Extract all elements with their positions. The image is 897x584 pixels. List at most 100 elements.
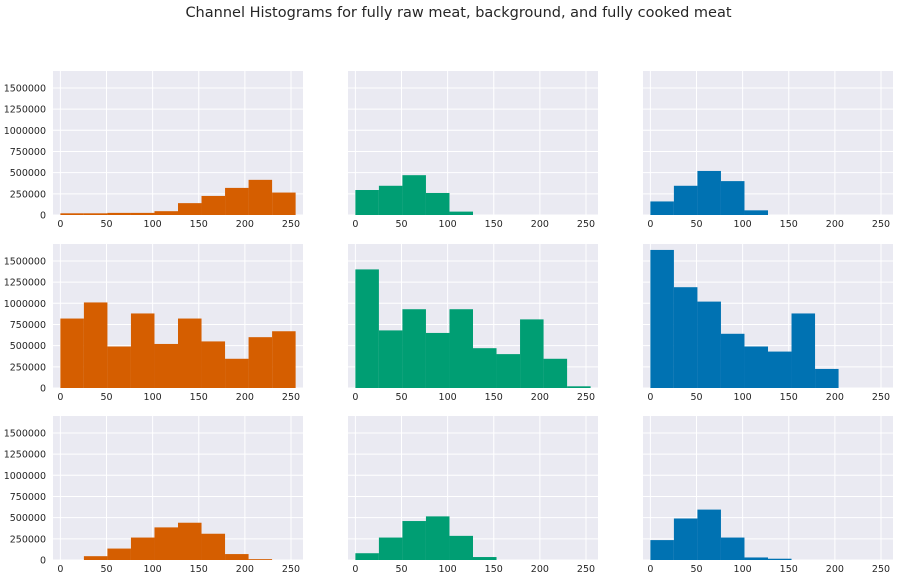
histogram-bar [178, 522, 202, 560]
histogram-bar [449, 309, 473, 388]
histogram-bar [650, 201, 674, 215]
x-tick-label: 100 [734, 219, 752, 230]
histogram-bar [355, 269, 379, 388]
histogram-bar [154, 343, 178, 388]
x-tick-label: 0 [647, 392, 653, 403]
histogram-bar [201, 341, 226, 388]
x-tick-label: 200 [236, 219, 254, 230]
x-tick-label: 200 [236, 392, 254, 403]
histogram-bar [201, 195, 226, 215]
histogram-bar [60, 318, 84, 388]
panel-blue-row0: 0 50 100 150 200 250 [643, 71, 893, 230]
histogram-bar [673, 287, 698, 388]
x-tick-label: 100 [144, 219, 162, 230]
y-tick-label: 0 [40, 384, 46, 395]
histogram-bar [697, 509, 721, 560]
histogram-bar [130, 212, 155, 215]
x-tick-label: 150 [780, 564, 798, 575]
y-tick-label: 1250000 [4, 278, 46, 289]
histogram-bar [248, 337, 273, 388]
histogram-bar [272, 192, 296, 215]
x-tick-label: 250 [577, 392, 595, 403]
x-tick-label: 0 [352, 564, 358, 575]
x-tick-label: 100 [144, 564, 162, 575]
x-tick-label: 150 [485, 392, 503, 403]
histogram-bar [355, 553, 379, 560]
histogram-bar [378, 537, 403, 560]
y-tick-label: 750000 [10, 492, 46, 503]
x-tick-label: 200 [531, 392, 549, 403]
y-tick-label: 250000 [10, 189, 46, 200]
y-tick-label: 500000 [10, 513, 46, 524]
x-tick-label: 250 [872, 219, 890, 230]
y-tick-label: 250000 [10, 362, 46, 373]
histogram-bar [425, 332, 450, 388]
panel-blue-row2: 0 50 100 150 200 250 [643, 416, 893, 575]
panel-green-row2: 0 50 100 150 200 250 [348, 416, 598, 575]
x-tick-label: 150 [190, 564, 208, 575]
histogram-bar [520, 319, 544, 388]
histogram-bar [697, 170, 721, 215]
y-tick-label: 1250000 [4, 105, 46, 116]
x-tick-label: 200 [531, 219, 549, 230]
x-tick-label: 50 [690, 219, 702, 230]
y-tick-label: 1250000 [4, 450, 46, 461]
y-tick-label: 1500000 [4, 428, 46, 439]
x-tick-label: 50 [395, 392, 407, 403]
histogram-bar [791, 313, 816, 388]
x-tick-label: 0 [352, 392, 358, 403]
x-tick-label: 50 [100, 219, 112, 230]
x-tick-label: 200 [236, 564, 254, 575]
x-tick-label: 200 [826, 392, 844, 403]
histogram-bar [697, 301, 721, 388]
histogram-bar [107, 212, 131, 215]
histogram-bar [425, 516, 450, 560]
histogram-bar [673, 185, 698, 215]
x-tick-label: 250 [282, 392, 300, 403]
histogram-bar [130, 313, 155, 388]
x-tick-label: 100 [734, 564, 752, 575]
histogram-bar [744, 346, 768, 388]
x-tick-label: 250 [577, 564, 595, 575]
x-tick-label: 250 [872, 392, 890, 403]
y-tick-label: 1000000 [4, 126, 46, 137]
panel-green-row1: 0 50 100 150 200 250 [348, 244, 598, 403]
x-tick-label: 200 [826, 564, 844, 575]
x-tick-label: 0 [57, 564, 63, 575]
x-tick-label: 0 [57, 392, 63, 403]
histogram-bar [83, 556, 108, 560]
histogram-bar [83, 213, 108, 215]
x-tick-label: 150 [190, 392, 208, 403]
y-tick-label: 0 [40, 211, 46, 222]
x-tick-label: 250 [577, 219, 595, 230]
x-tick-label: 50 [100, 392, 112, 403]
histogram-bar [248, 179, 273, 215]
y-tick-label: 1500000 [4, 83, 46, 94]
histogram-bar [673, 518, 698, 560]
histogram-bar [83, 302, 108, 388]
histogram-bar [225, 187, 249, 215]
x-tick-label: 100 [734, 392, 752, 403]
histogram-bar [720, 181, 745, 215]
histogram-bar [248, 559, 273, 560]
histogram-bar [178, 203, 202, 215]
histogram-bar [154, 211, 178, 215]
histogram-bar [402, 175, 426, 215]
y-tick-label: 1000000 [4, 299, 46, 310]
y-tick-label: 750000 [10, 320, 46, 331]
x-tick-label: 0 [647, 219, 653, 230]
histogram-bar [272, 331, 296, 388]
histogram-bar [60, 213, 84, 215]
panel-blue-row1: 0 50 100 150 200 250 [643, 244, 893, 403]
histogram-bar [355, 190, 379, 215]
y-tick-label: 1500000 [4, 256, 46, 267]
figure-title: Channel Histograms for fully raw meat, b… [185, 5, 732, 21]
x-tick-label: 100 [439, 219, 457, 230]
x-tick-label: 0 [647, 564, 653, 575]
histogram-bar [107, 548, 131, 560]
histogram-bar [720, 537, 745, 560]
y-tick-label: 500000 [10, 341, 46, 352]
histogram-bar [449, 211, 473, 215]
histogram-bar [650, 540, 674, 560]
